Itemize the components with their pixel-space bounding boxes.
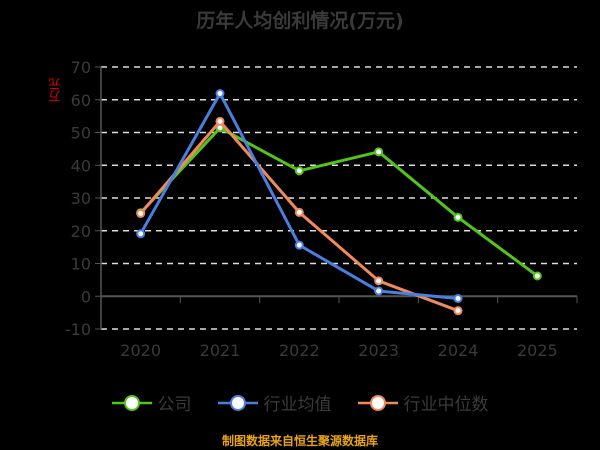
data-point-2-2023	[374, 276, 384, 286]
series-line-1	[139, 90, 459, 301]
legend-item-2[interactable]: 行业中位数	[357, 390, 489, 415]
x-tick-label-2021: 2021	[200, 341, 241, 360]
series-line-0	[139, 126, 539, 278]
data-point-1-2020	[136, 229, 146, 239]
legend-label: 行业中位数	[403, 395, 489, 415]
data-point-2-2021	[215, 116, 225, 126]
y-tick-label: 30	[71, 189, 91, 208]
data-point-2-2022	[294, 207, 304, 217]
data-point-1-2022	[294, 240, 304, 250]
chart-legend: 公司 行业均值 行业中位数	[0, 390, 600, 415]
data-point-2-2024	[453, 306, 463, 316]
legend-item-0[interactable]: 公司	[111, 390, 192, 415]
legend-marker-icon	[357, 394, 398, 411]
y-tick-label: 10	[71, 255, 91, 274]
legend-marker-icon	[111, 394, 152, 411]
y-tick-label: 70	[71, 58, 91, 77]
legend-label: 公司	[157, 395, 192, 415]
x-tick-label-2023: 2023	[358, 341, 399, 360]
data-point-2-2020	[136, 208, 146, 218]
data-point-0-2022	[294, 166, 304, 176]
data-point-1-2021	[215, 89, 225, 99]
y-tick-label: -10	[65, 320, 91, 339]
legend-marker-icon	[217, 394, 258, 411]
chart-title: 历年人均创利情况(万元)	[196, 10, 404, 32]
data-point-0-2025	[532, 271, 542, 281]
data-point-0-2023	[374, 147, 384, 157]
y-tick-label: 0	[81, 287, 91, 306]
data-point-1-2024	[453, 294, 463, 304]
legend-label: 行业均值	[263, 395, 332, 415]
y-tick-label: 50	[71, 124, 91, 143]
x-tick-label-2025: 2025	[517, 341, 558, 360]
legend-item-1[interactable]: 行业均值	[217, 390, 332, 415]
x-tick-label-2024: 2024	[438, 341, 479, 360]
data-point-0-2024	[453, 212, 463, 222]
y-tick-label: 40	[71, 156, 91, 175]
data-point-1-2023	[374, 286, 384, 296]
x-tick-label-2022: 2022	[279, 341, 320, 360]
x-tick-label-2020: 2020	[120, 341, 161, 360]
source-footer: 制图数据来自恒生聚源数据库	[221, 434, 378, 448]
y-tick-label: 20	[71, 222, 91, 241]
y-tick-label: 60	[71, 91, 91, 110]
